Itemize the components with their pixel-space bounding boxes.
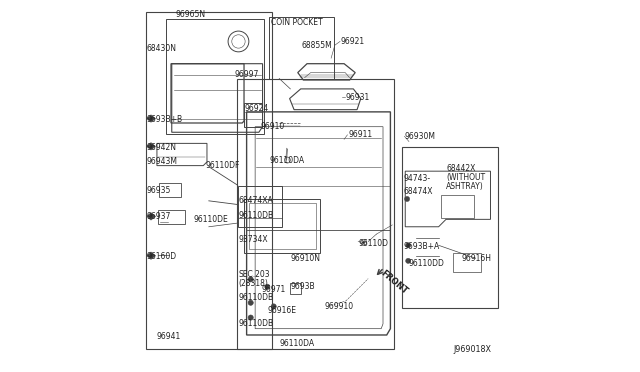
Bar [237,78,394,349]
Text: 68442X: 68442X [446,164,476,173]
Bar [249,203,316,249]
Bar [290,283,301,294]
Bar [453,253,481,272]
Text: (28318): (28318) [238,279,268,288]
Text: 96110DA: 96110DA [279,339,314,348]
Text: 96916H: 96916H [461,254,492,263]
Circle shape [248,300,253,305]
Bar [244,199,320,253]
Text: 68474X: 68474X [403,187,433,196]
Circle shape [271,304,276,309]
Bar [269,17,334,78]
Text: 93734X: 93734X [238,235,268,244]
Text: FRONT: FRONT [380,269,410,296]
Text: 96971: 96971 [262,285,285,294]
Text: ASHTRAY): ASHTRAY) [446,182,484,190]
Text: 96110DB: 96110DB [238,319,273,328]
Bar [157,210,186,224]
Text: 96110DB: 96110DB [238,293,273,302]
Bar [159,183,181,197]
Text: SEC.203: SEC.203 [238,270,269,279]
Text: (WITHOUT: (WITHOUT [446,173,485,182]
Circle shape [248,277,253,282]
Text: 96930M: 96930M [404,132,435,141]
Text: 96965N: 96965N [175,10,205,19]
Bar [441,195,474,218]
Text: 96997: 96997 [235,70,259,79]
Bar [244,103,262,127]
Text: 96910: 96910 [260,122,285,131]
Text: 96110DE: 96110DE [193,215,228,224]
Text: 96916E: 96916E [268,306,297,315]
Text: 96931: 96931 [346,93,370,102]
Bar [401,147,498,308]
Bar [237,186,282,227]
Text: 96924: 96924 [244,104,269,113]
Text: 969910: 969910 [325,302,354,311]
Text: 9693B+A: 9693B+A [403,242,439,251]
Text: 9693B: 9693B [291,282,315,291]
Text: 96110DA: 96110DA [269,155,305,164]
Text: 96910N: 96910N [291,254,321,263]
Text: 96911: 96911 [348,130,372,140]
Polygon shape [147,213,156,220]
Bar [166,19,264,134]
Text: 68855M: 68855M [301,41,332,50]
Text: 96110DF: 96110DF [205,161,239,170]
Text: 96110DD: 96110DD [409,259,445,268]
Circle shape [404,196,410,202]
Text: 96943M: 96943M [147,157,178,166]
Text: J969018X: J969018X [453,344,492,353]
Polygon shape [147,115,156,122]
Text: 96110D: 96110D [358,239,388,248]
Polygon shape [147,142,156,150]
Text: 94743-: 94743- [403,174,430,183]
Bar [146,12,272,349]
Text: 96937: 96937 [147,212,172,221]
Circle shape [265,284,270,289]
Polygon shape [147,252,156,259]
Text: 96110DB: 96110DB [238,211,273,220]
Circle shape [406,243,411,248]
Text: 9693B+B: 9693B+B [147,115,183,124]
Text: 96942N: 96942N [147,143,177,152]
Circle shape [406,258,411,263]
Text: 68430N: 68430N [147,44,177,53]
Text: 96160D: 96160D [147,252,177,261]
Circle shape [248,315,253,320]
Text: 96921: 96921 [340,37,365,46]
Text: COIN POCKET: COIN POCKET [271,19,323,28]
Text: 96935: 96935 [147,186,172,195]
Text: 68474XA: 68474XA [238,196,273,205]
Text: 96941: 96941 [156,332,180,341]
